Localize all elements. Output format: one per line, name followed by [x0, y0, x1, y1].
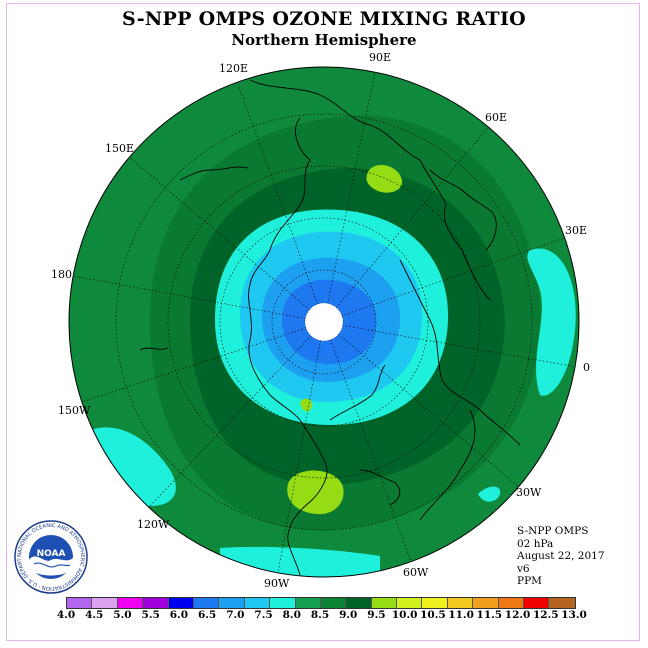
- info-level: 02 hPa: [517, 537, 554, 550]
- legend-swatch: [219, 598, 245, 608]
- lon-label-60w: 60W: [403, 566, 429, 579]
- info-version: v6: [517, 562, 530, 575]
- legend-swatch: [295, 598, 321, 608]
- lon-label-180: 180: [51, 268, 72, 281]
- lon-label-90e: 90E: [369, 51, 391, 64]
- coastlines: [139, 79, 521, 576]
- map-subtitle: Northern Hemisphere: [231, 31, 417, 49]
- legend-swatch: [371, 598, 398, 608]
- info-date: August 22, 2017: [517, 550, 605, 562]
- legend-swatch: [92, 598, 118, 608]
- legend-tick-label: 5.0: [113, 609, 132, 621]
- legend-swatch: [117, 598, 144, 608]
- legend-swatch: [447, 598, 474, 608]
- lon-label-90w: 90W: [264, 577, 290, 590]
- legend-swatch: [168, 598, 194, 608]
- legend-tick-label: 12.5: [532, 609, 559, 621]
- legend-tick-label: 7.5: [254, 609, 273, 621]
- polar-gap-outline: [304, 302, 344, 342]
- lon-label-120w: 120W: [137, 518, 170, 531]
- lon-label-30e: 30E: [565, 224, 587, 237]
- legend-tick-label: 8.0: [282, 609, 301, 621]
- legend-swatch: [473, 598, 499, 608]
- lon-label-60e: 60E: [485, 111, 507, 124]
- legend-tick-label: 10.5: [420, 609, 446, 621]
- legend-swatch: [422, 598, 448, 608]
- legend-tick-label: 6.5: [197, 609, 217, 621]
- color-legend-ticks: 4.0 4.5 5.0 5.5 6.0 6.5 7.0 7.5 8.0 8.5 9.0 9.5 10.0…: [57, 609, 587, 623]
- legend-tick-label: 5.5: [141, 609, 160, 621]
- legend-tick-label: 6.0: [169, 609, 189, 621]
- legend-swatch: [193, 598, 220, 608]
- legend-swatch: [498, 598, 525, 608]
- legend-swatch: [346, 598, 372, 608]
- lon-label-0: 0: [583, 361, 590, 374]
- ozone-contours: [69, 67, 579, 577]
- legend-tick-label: 8.5: [310, 609, 330, 621]
- legend-swatch: [270, 598, 296, 608]
- legend-swatch: [67, 598, 93, 608]
- color-legend-bar: [66, 597, 576, 609]
- info-instrument: S-NPP OMPS: [517, 525, 589, 537]
- legend-tick-label: 4.5: [85, 609, 104, 621]
- noaa-logo: NATIONAL OCEANIC AND ATMOSPHERIC ADMINIS…: [14, 520, 88, 594]
- legend-swatch: [244, 598, 271, 608]
- lon-label-120e: 120E: [219, 62, 248, 75]
- legend-tick-label: 11.0: [448, 609, 474, 621]
- lon-label-30w: 30W: [516, 486, 542, 499]
- legend-tick-label: 11.5: [476, 609, 503, 621]
- map-boundary: [68, 66, 580, 578]
- legend-tick-label: 9.5: [367, 609, 386, 621]
- info-units: PPM: [517, 575, 542, 587]
- legend-tick-label: 4.0: [56, 609, 76, 621]
- graticule: [72, 67, 578, 574]
- legend-swatch: [143, 598, 169, 608]
- legend-swatch: [524, 598, 550, 608]
- longitude-labels: 90E 60E 30E 0 30W 60W 90W 120W 150W 180 …: [51, 51, 590, 590]
- legend-tick-label: 9.0: [339, 609, 358, 621]
- legend-tick-label: 13.0: [561, 609, 587, 621]
- map-title: S-NPP OMPS OZONE MIXING RATIO: [121, 8, 527, 30]
- legend-swatch: [549, 598, 575, 608]
- legend-tick-label: 7.0: [226, 609, 245, 621]
- lon-label-150e: 150E: [105, 142, 134, 155]
- legend-tick-label: 10.0: [391, 609, 418, 621]
- legend-swatch: [320, 598, 347, 608]
- lon-label-150w: 150W: [58, 404, 91, 417]
- legend-tick-label: 12.0: [504, 609, 531, 621]
- product-info: S-NPP OMPS 02 hPa August 22, 2017 v6 PPM: [517, 525, 605, 588]
- legend-swatch: [397, 598, 423, 608]
- polar-data-gap: [305, 303, 343, 341]
- noaa-logo-text: NOAA: [37, 549, 66, 559]
- figure-frame: [6, 3, 640, 641]
